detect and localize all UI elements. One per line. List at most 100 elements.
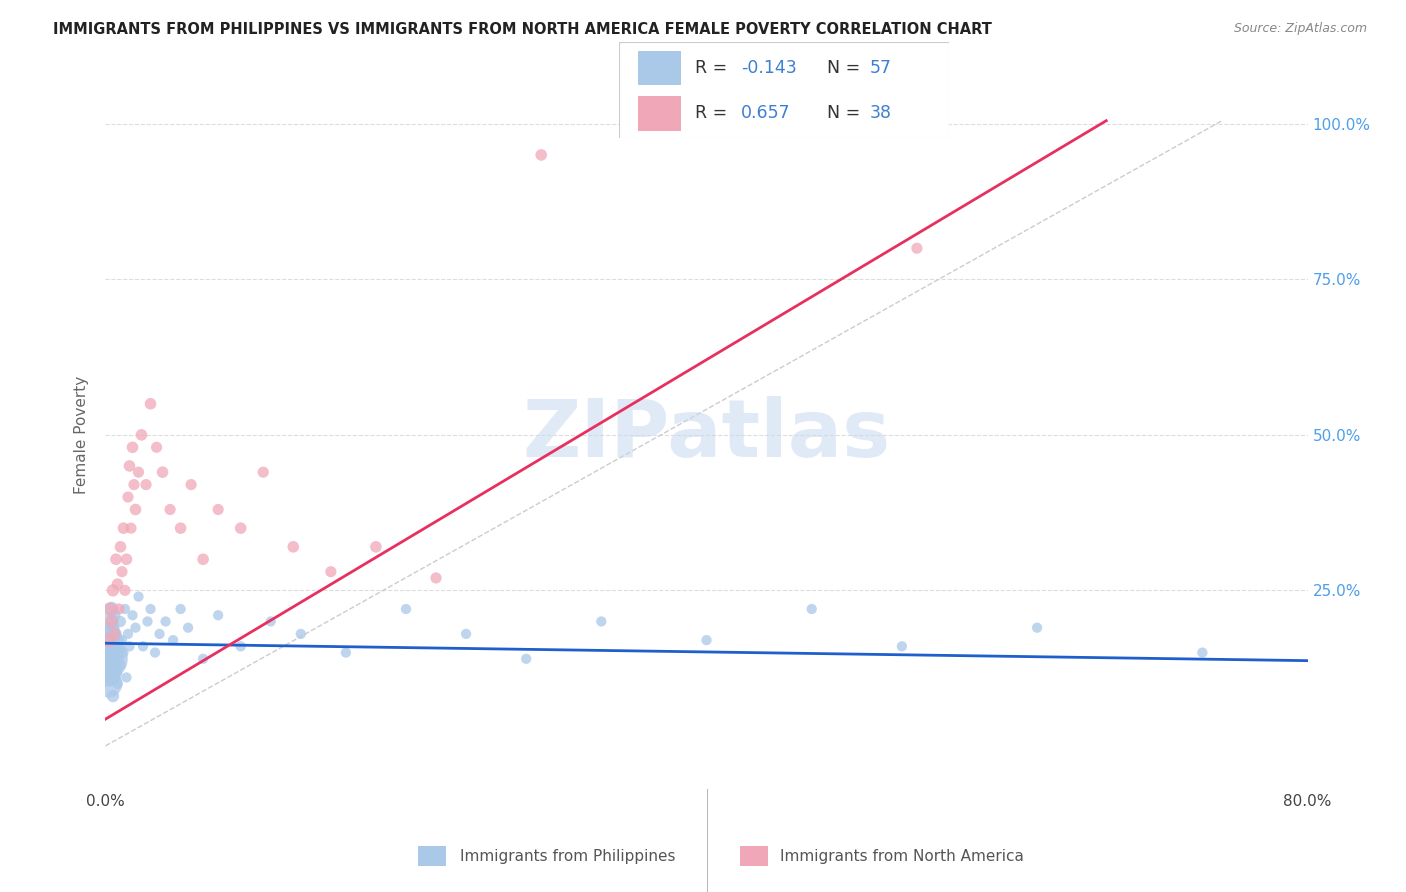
Point: [112, 521, 135, 535]
Point: [145, 440, 167, 454]
Point: [128, 465, 150, 479]
Point: [169, 602, 191, 616]
Point: [1191, 646, 1213, 660]
Point: [283, 540, 305, 554]
Point: [159, 502, 181, 516]
Point: [98, 633, 121, 648]
Text: 57: 57: [870, 59, 891, 77]
Point: [530, 148, 553, 162]
Point: [335, 646, 357, 660]
Point: [177, 621, 200, 635]
Text: ZIPatlas: ZIPatlas: [523, 396, 890, 474]
Point: [97, 676, 120, 690]
Point: [120, 521, 142, 535]
Point: [110, 540, 132, 554]
Point: [260, 615, 283, 629]
Point: [252, 465, 274, 479]
Point: [207, 502, 229, 516]
Point: [124, 502, 146, 516]
Point: [112, 646, 135, 660]
Text: 0.657: 0.657: [741, 104, 790, 122]
Point: [96, 664, 118, 679]
Text: IMMIGRANTS FROM PHILIPPINES VS IMMIGRANTS FROM NORTH AMERICA FEMALE POVERTY CORR: IMMIGRANTS FROM PHILIPPINES VS IMMIGRANT…: [53, 22, 993, 37]
Text: Immigrants from Philippines: Immigrants from Philippines: [460, 849, 675, 863]
Text: N =: N =: [827, 104, 866, 122]
Point: [148, 627, 170, 641]
Point: [101, 652, 124, 666]
Point: [114, 602, 136, 616]
Text: R =: R =: [695, 104, 733, 122]
Point: [191, 652, 214, 666]
Point: [131, 428, 153, 442]
Point: [100, 602, 122, 616]
Text: Source: ZipAtlas.com: Source: ZipAtlas.com: [1233, 22, 1367, 36]
Point: [136, 615, 159, 629]
Point: [97, 633, 120, 648]
Point: [108, 652, 131, 666]
Point: [117, 490, 139, 504]
Bar: [638, 95, 682, 130]
Point: [98, 615, 121, 629]
Point: [104, 552, 127, 566]
Point: [103, 608, 125, 623]
Point: [169, 521, 191, 535]
Point: [115, 552, 138, 566]
Point: [319, 565, 342, 579]
Text: R =: R =: [695, 59, 733, 77]
Text: N =: N =: [827, 59, 866, 77]
Point: [229, 521, 252, 535]
Point: [128, 590, 150, 604]
Point: [107, 640, 129, 654]
Point: [111, 633, 134, 648]
Point: [98, 602, 121, 616]
Point: [111, 565, 134, 579]
Point: [118, 640, 141, 654]
Point: [191, 552, 214, 566]
Point: [591, 615, 613, 629]
Point: [104, 627, 127, 641]
Point: [101, 583, 124, 598]
Point: [100, 615, 122, 629]
Point: [139, 602, 162, 616]
Point: [290, 627, 312, 641]
Point: [152, 465, 174, 479]
Bar: [638, 51, 682, 86]
Point: [100, 670, 122, 684]
Point: [124, 621, 146, 635]
Point: [107, 676, 129, 690]
Point: [96, 640, 118, 654]
Point: [117, 627, 139, 641]
Point: [97, 627, 120, 641]
Point: [107, 577, 129, 591]
Point: [364, 540, 387, 554]
Point: [97, 646, 120, 660]
Point: [155, 615, 177, 629]
Point: [110, 615, 132, 629]
Point: [395, 602, 418, 616]
Point: [122, 477, 145, 491]
Point: [98, 658, 121, 673]
Point: [114, 583, 136, 598]
Point: [96, 652, 118, 666]
Point: [143, 646, 166, 660]
Point: [454, 627, 477, 641]
Point: [103, 646, 125, 660]
Point: [110, 658, 132, 673]
Text: Immigrants from North America: Immigrants from North America: [780, 849, 1024, 863]
Text: -0.143: -0.143: [741, 59, 797, 77]
Point: [207, 608, 229, 623]
Point: [115, 670, 138, 684]
Point: [118, 458, 141, 473]
Point: [121, 608, 143, 623]
Point: [515, 652, 537, 666]
Point: [132, 640, 155, 654]
Point: [121, 440, 143, 454]
Text: 38: 38: [870, 104, 891, 122]
Point: [905, 241, 928, 255]
Point: [101, 689, 124, 703]
Point: [180, 477, 202, 491]
Point: [696, 633, 718, 648]
Point: [800, 602, 823, 616]
Point: [1026, 621, 1049, 635]
Point: [162, 633, 184, 648]
